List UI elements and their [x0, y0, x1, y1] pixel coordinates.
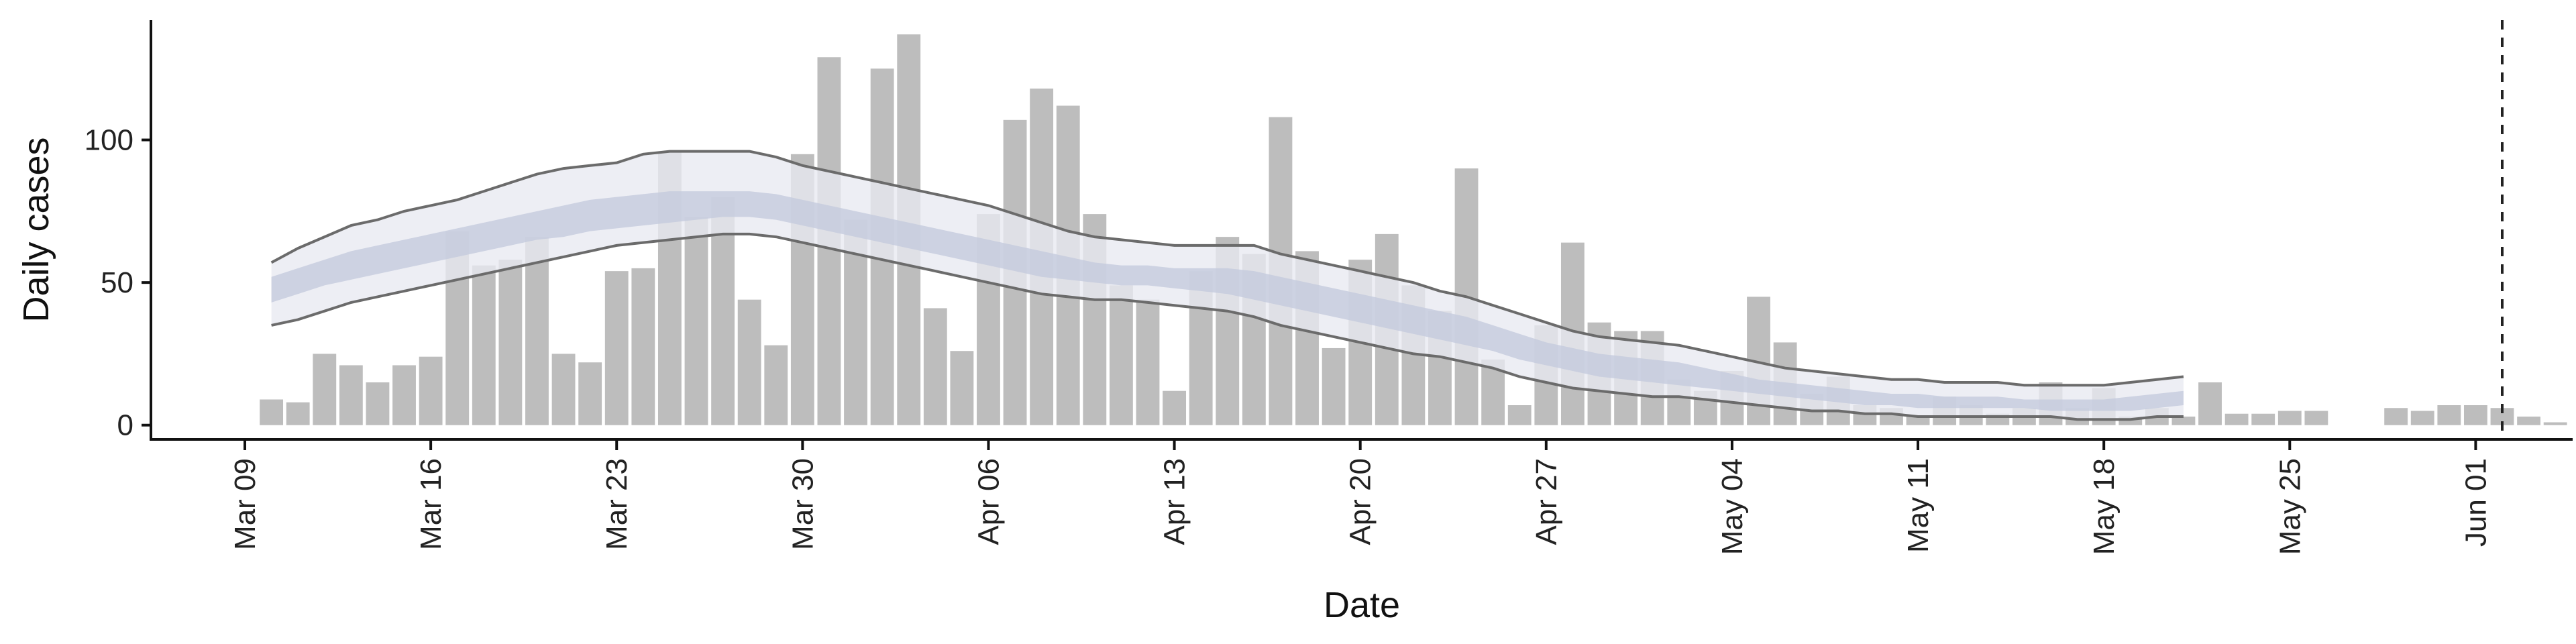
case-bar: [1163, 390, 1187, 425]
case-bar: [1507, 405, 1532, 425]
nowcast-upper-line: [270, 150, 2184, 387]
case-bar: [2198, 382, 2222, 425]
y-axis-ticks: 0 50 100: [85, 124, 151, 442]
x-tick-label: May 11: [1902, 458, 1935, 553]
case-bar: [525, 237, 549, 425]
x-tick-label: Apr 13: [1159, 458, 1191, 545]
case-bar: [1136, 299, 1160, 425]
case-bar: [260, 399, 284, 425]
x-tick-label: May 18: [2088, 458, 2121, 555]
x-axis-ticks: Mar 09 Mar 16 Mar 23 Mar 30 Apr 06 Apr 13 Apr …: [229, 439, 2492, 555]
case-bar: [339, 365, 363, 425]
case-bar: [498, 260, 523, 425]
case-bar: [950, 351, 974, 425]
x-tick-label: May 04: [1716, 458, 1749, 555]
case-bar: [2171, 416, 2196, 425]
case-bar: [472, 265, 496, 425]
case-bar: [2384, 408, 2408, 425]
x-tick-label: Mar 23: [600, 458, 633, 550]
x-tick-label: Mar 09: [229, 458, 262, 550]
case-bar: [419, 356, 443, 425]
case-bar: [2277, 411, 2302, 425]
y-tick-label: 0: [117, 409, 133, 442]
x-tick-label: Apr 27: [1530, 458, 1563, 545]
case-bar: [551, 354, 576, 425]
x-axis-title: Date: [1324, 585, 1400, 625]
case-bar: [1109, 285, 1133, 425]
x-tick-label: May 25: [2273, 458, 2306, 555]
case-bar: [313, 354, 337, 425]
case-bar: [2437, 405, 2461, 425]
case-bar: [2251, 413, 2275, 425]
nowcast-band: [270, 150, 2184, 421]
y-tick-label: 100: [85, 124, 133, 157]
x-tick-label: Jun 01: [2459, 458, 2492, 547]
y-axis-title: Daily cases: [16, 137, 56, 322]
case-bar: [286, 402, 310, 425]
x-tick-label: Apr 20: [1344, 458, 1377, 545]
x-tick-label: Mar 16: [415, 458, 447, 550]
case-bar: [2517, 416, 2541, 425]
case-bar: [2224, 413, 2249, 425]
case-bar: [2410, 411, 2434, 425]
case-bar: [631, 268, 655, 425]
x-tick-label: Apr 06: [972, 458, 1005, 545]
case-bar: [2304, 411, 2328, 425]
case-bar: [2463, 405, 2487, 425]
case-bar: [1906, 416, 1930, 425]
case-bar: [366, 382, 390, 425]
y-tick-label: 50: [101, 266, 133, 299]
case-bar: [1322, 347, 1346, 425]
case-bar: [684, 217, 708, 425]
case-bar: [737, 299, 761, 425]
case-bar: [604, 271, 629, 425]
case-bar: [2543, 422, 2567, 425]
case-bar: [392, 365, 416, 425]
x-tick-label: Mar 30: [786, 458, 819, 550]
nowcast-lower-line: [271, 232, 2184, 421]
case-bar: [923, 308, 947, 425]
case-bar: [764, 345, 788, 425]
case-bar: [578, 362, 602, 425]
